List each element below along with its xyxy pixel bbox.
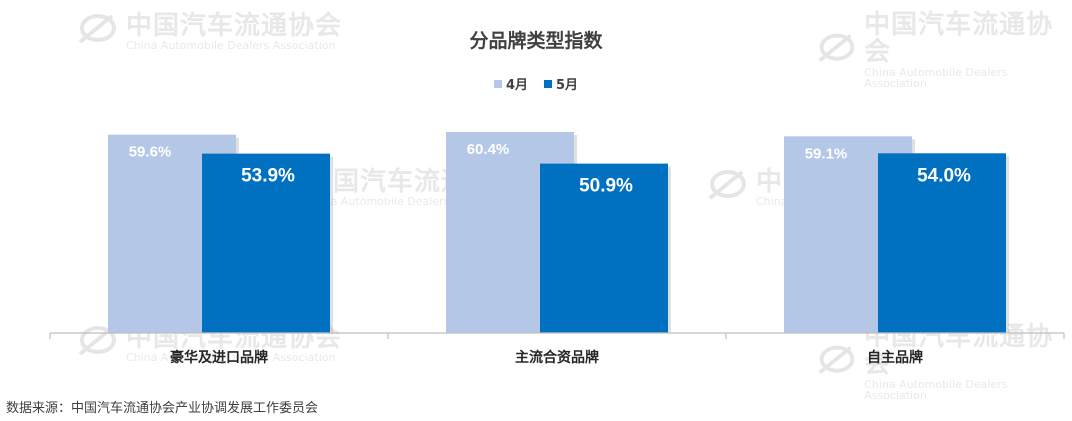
x-tick-label-1: 豪华及进口品牌 — [170, 349, 268, 366]
bar-may-2 — [540, 163, 668, 333]
legend-swatch-series-1 — [493, 79, 502, 88]
legend-label-series-2: 5月 — [556, 78, 579, 93]
legend-item-series-2: 5月 — [544, 74, 578, 93]
data-source-note: 数据来源：中国汽车流通协会产业协调发展工作委员会 — [6, 401, 319, 416]
data-label-april-1: 59.6% — [129, 144, 172, 161]
data-label-may-2: 50.9% — [579, 176, 633, 197]
legend-swatch-series-2 — [544, 79, 552, 88]
bar-may-3 — [878, 153, 1006, 333]
chart-legend: 4月 5月 — [0, 74, 1072, 93]
data-label-april-2: 60.4% — [467, 141, 510, 158]
data-label-april-3: 59.1% — [805, 145, 848, 162]
chart-title: 分品牌类型指数 — [469, 30, 603, 52]
data-label-may-1: 53.9% — [241, 166, 295, 187]
x-tick-label-2: 主流合资品牌 — [515, 349, 599, 366]
legend-item-series-1: 4月 — [493, 74, 528, 93]
bar-may-1 — [202, 153, 330, 333]
x-tick-label-3: 自主品牌 — [867, 349, 923, 366]
legend-label-series-1: 4月 — [505, 78, 528, 93]
data-label-may-3: 54.0% — [917, 165, 971, 186]
